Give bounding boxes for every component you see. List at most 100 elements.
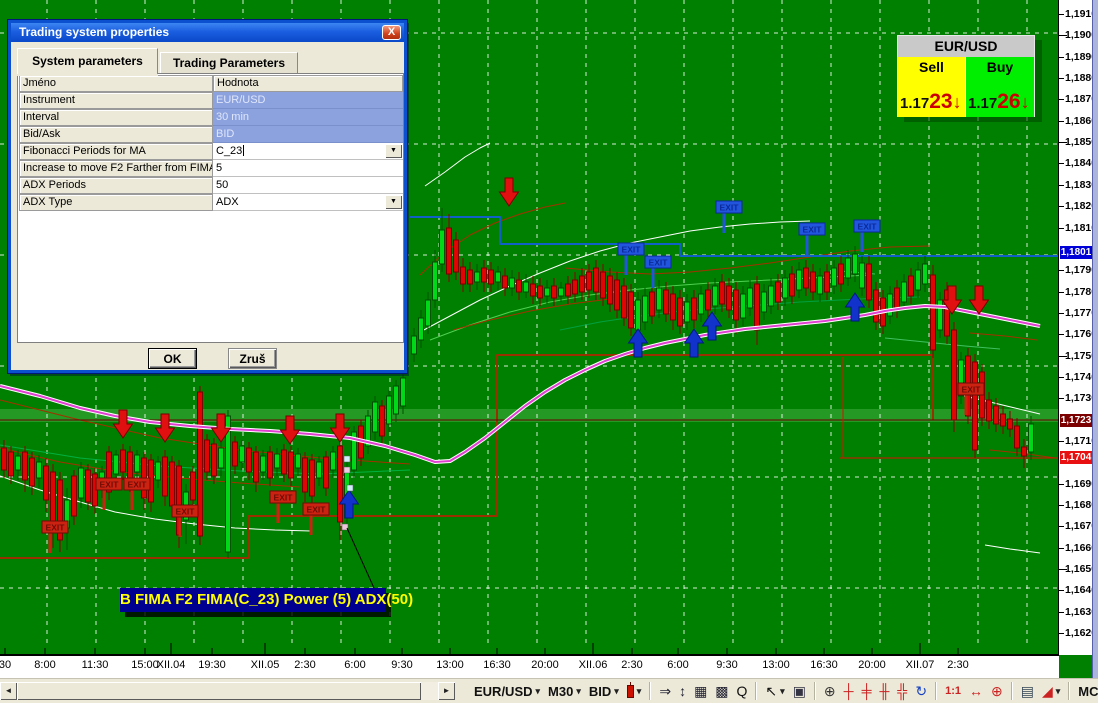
bearish-candle [615,280,620,310]
tab-system-parameters[interactable]: System parameters [17,48,158,74]
bearish-candle [531,284,536,296]
quote-window-icon[interactable]: Q [733,683,752,699]
crosshair-horizontal-icon[interactable]: ╪ [858,683,876,699]
cancel-button[interactable]: Zruš [228,348,277,369]
parameter-table: JménoHodnotaInstrumentEUR/USDInterval30 … [19,75,403,211]
expand-horizontal-icon[interactable]: ↔ [965,683,987,699]
bullish-candle [79,468,84,498]
tab-trading-parameters[interactable]: Trading Parameters [160,52,298,74]
dialog-title-bar[interactable]: Trading system properties X [11,23,404,42]
chart-style-dropdown[interactable]: ▾ [623,685,646,698]
buy-quote-cell[interactable]: Buy 1.1726↓ [966,57,1034,117]
date-axis-label: XII.07 [906,659,935,671]
dropdown-arrow-icon[interactable]: ▼ [385,195,402,209]
text-caret [243,145,244,156]
table-row[interactable]: Increase to move F2 Farther from FIMA5 [19,160,403,177]
param-value-cell[interactable]: BID [213,126,403,143]
time-axis-label: 9:30 [391,659,412,671]
bearish-candle [895,288,900,310]
table-row[interactable]: Interval30 min [19,109,403,126]
refresh-icon[interactable]: ↻ [911,683,931,700]
symbol-dropdown[interactable]: EUR/USD▾ [470,684,544,699]
time-axis-label: 6:00 [344,659,365,671]
param-value-cell[interactable]: 5 [213,160,403,177]
close-icon[interactable]: X [382,25,401,40]
timeframe-dropdown[interactable]: M30▾ [544,684,585,699]
price-tick [1059,121,1064,122]
bearish-candle [282,450,287,474]
pointer-tool-icon[interactable]: ↖▾ [761,683,788,700]
bearish-candle [482,268,487,282]
bearish-candle [994,406,999,424]
report-icon[interactable]: ▤ [1017,683,1038,700]
fit-vertical-icon[interactable]: ↕ [675,683,690,699]
bullish-candle [636,300,641,330]
bullish-candle [387,396,392,424]
crosshair-icon[interactable]: ┼ [840,683,858,699]
bearish-candle [727,286,732,310]
time-axis[interactable]: 308:0011:3015:00XII.0419:30XII.052:306:0… [0,655,1059,678]
param-value-cell[interactable]: EUR/USD [213,92,403,109]
ok-button[interactable]: OK [148,348,197,369]
bullish-candle [1029,424,1034,452]
crosshair-vertical-icon[interactable]: ╫ [876,683,894,699]
bearish-candle [706,290,711,310]
price-tick [1059,377,1064,378]
dropdown-arrow-icon[interactable]: ▼ [385,144,402,158]
duplicate-window-icon[interactable]: ▣ [789,683,810,700]
bearish-candle [650,292,655,316]
time-axis-label: 20:00 [858,659,886,671]
price-tick [1059,526,1064,527]
price-tick [1059,270,1064,271]
date-axis-label: XII.04 [157,659,186,671]
one-to-one-icon[interactable]: 1:1 [941,685,965,697]
time-axis-label: 2:30 [947,659,968,671]
mcrates-dropdown[interactable]: MCRates▾ [1074,684,1098,699]
vertical-scrollbar[interactable] [1092,0,1098,703]
bullish-candle [860,263,865,288]
time-axis-label: 9:30 [716,659,737,671]
bearish-candle [170,462,175,506]
price-type-dropdown[interactable]: BID▾ [585,684,623,699]
trendline-icon[interactable]: ◢▾ [1038,683,1064,700]
scroll-right-icon[interactable]: ► [438,682,455,700]
zoom-range-icon[interactable]: ⊕ [987,683,1007,700]
param-value-cell[interactable]: 30 min [213,109,403,126]
bearish-candle [310,460,315,496]
trading-system-properties-dialog: Trading system properties X System param… [8,20,407,373]
go-to-end-icon[interactable]: ⇒ [655,683,675,700]
table-row[interactable]: ADX TypeADX▼ [19,194,403,211]
bullish-candle [156,462,161,480]
buy-price: 1.1726↓ [968,90,1030,114]
toolbar-separator [755,682,757,700]
bearish-candle [163,457,168,496]
price-axis[interactable]: 1,19101,19001,18901,18801,18701,18601,18… [1058,0,1092,655]
table-row[interactable]: ADX Periods50 [19,177,403,194]
table-row[interactable]: InstrumentEUR/USD [19,92,403,109]
bullish-candle [496,272,501,282]
table-row[interactable]: Bid/AskBID [19,126,403,143]
snap-grid-icon[interactable]: ▩ [711,683,732,700]
table-row[interactable]: Fibonacci Periods for MAC_23▼ [19,143,403,160]
scroll-left-icon[interactable]: ◄ [0,682,17,700]
param-value-cell[interactable]: ADX▼ [213,194,403,211]
bearish-candle [191,472,196,500]
bearish-candle [538,286,543,298]
zoom-in-icon[interactable]: ⊕ [820,683,840,700]
bearish-candle [233,442,238,466]
bullish-candle [657,288,662,310]
toolbar-separator [814,682,816,700]
crosshair-dots-icon[interactable]: ╬ [893,683,911,699]
sell-down-arrow-icon: ↓ [953,92,962,112]
horizontal-scrollbar[interactable]: ◄ ► [0,682,455,700]
price-tick [1059,14,1064,15]
scrollbar-thumb[interactable] [17,682,421,700]
time-axis-label: 11:30 [82,659,109,671]
param-value-cell[interactable]: C_23▼ [213,143,403,160]
price-tick [1059,548,1064,549]
param-value-cell[interactable]: 50 [213,177,403,194]
grid-icon[interactable]: ▦ [690,683,711,700]
sell-quote-cell[interactable]: Sell 1.1723↓ [898,57,966,117]
time-axis-label: 16:30 [810,659,838,671]
bearish-candle [973,362,978,450]
